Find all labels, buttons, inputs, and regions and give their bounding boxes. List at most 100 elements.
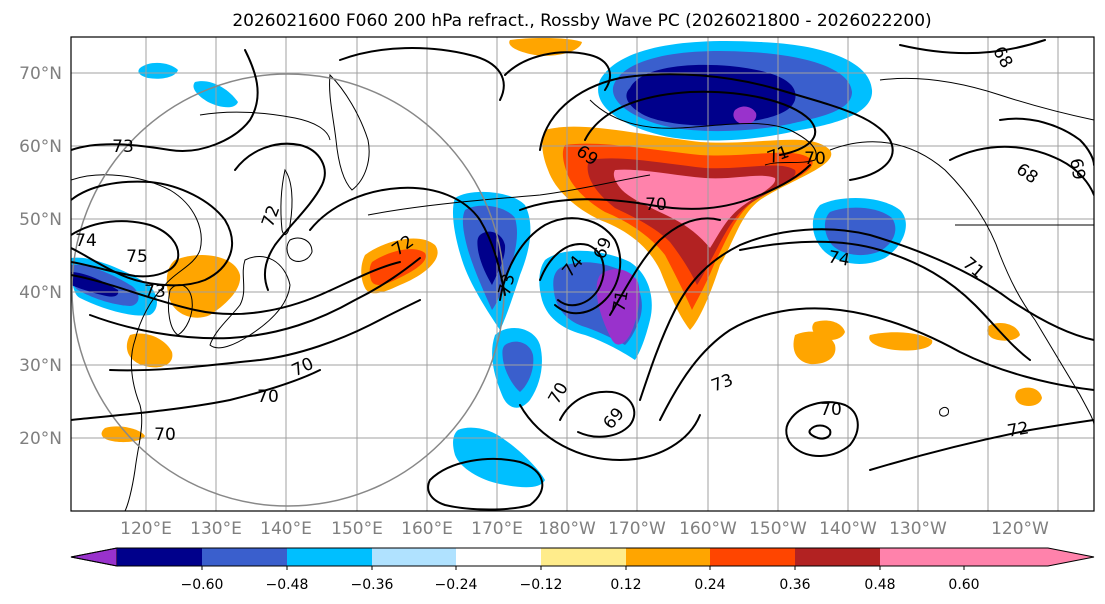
colorbar-outline [70,547,1095,567]
contour-line [659,307,1094,421]
contour-line [504,51,611,91]
latitude-label: 30°N [19,356,62,376]
contour-line [89,257,421,340]
colorbar-bin-last [880,548,1094,566]
contour-line [519,404,701,461]
longitude-label: 120°W [991,519,1049,539]
longitude-label: 150°E [331,519,383,539]
positive-anomaly-shading [126,333,173,368]
longitude-axis: 120°E 130°E 140°E 150°E 160°E 170°E 180°… [120,519,1049,539]
longitude-label: 170°W [608,519,666,539]
contour-line [309,186,506,296]
colorbar-bin [795,548,880,566]
coastline-east-asia [71,174,202,511]
positive-anomaly-shading [793,331,836,365]
map-title: 2026021600 F060 200 hPa refract., Rossby… [232,11,931,31]
colorbar-ticks [201,566,965,570]
colorbar-extend-min [70,547,118,567]
coastline-hawaii [939,406,949,417]
contour-line [499,217,622,315]
contour-line [71,261,401,315]
contour-label: 74 [826,247,851,270]
colorbar-bin [287,548,372,566]
colorbar-bin [541,548,626,566]
negative-anomaly-shading [453,427,545,488]
negative-anomaly-shading [138,62,178,79]
negative-anomaly-shading [477,231,506,285]
negative-anomaly-shading [733,106,757,125]
longitude-label: 160°W [679,519,737,539]
latitude-label: 20°N [19,429,62,449]
contour-line [949,145,1094,196]
contour-label: 70 [645,195,667,215]
positive-anomaly-shading [869,332,933,351]
contour-line [519,164,811,211]
contour-line [785,401,859,457]
longitude-label: 160°E [401,519,453,539]
contour-label: 70 [257,387,279,407]
coastline-hokkaido [286,237,313,262]
contour-line [539,243,605,307]
map-panel: 73 74 75 73 72 72 70 70 70 69 70 70 71 6… [70,36,1095,512]
contour-label: 69 [1065,157,1088,182]
contour-line [339,47,505,101]
positive-anomaly-shading [509,37,582,56]
colorbar-tick-label: −0.36 [351,577,394,593]
positive-anomaly-shading [812,320,845,340]
colorbar-tick-label: 0.48 [864,577,895,593]
positive-anomaly-shading [166,255,241,318]
contour-line [869,419,1094,471]
colorbar-bin [202,548,287,566]
longitude-label: 140°E [260,519,312,539]
longitude-label: 180°W [538,519,596,539]
positive-anomaly-shading [1015,387,1042,406]
coastline-sakhalin [280,168,293,236]
contour-label: 73 [112,137,134,157]
colorbar-bin [456,548,541,566]
contour-line [609,217,721,316]
longitude-label: 170°E [471,519,523,539]
colorbar-tick-label: 0.36 [779,577,810,593]
latitude-label: 60°N [19,137,62,157]
contour-line [999,117,1094,166]
coastline-arctic [879,77,1094,121]
negative-anomaly-shading [596,269,640,345]
contour-label: 70 [804,149,826,169]
contour-label: 71 [609,289,632,314]
colorbar: −0.60 −0.48 −0.36 −0.24 −0.12 0.12 0.24 … [70,547,1095,593]
contour-label: 75 [126,247,148,267]
colorbar-tick-label: −0.24 [435,577,478,593]
coastline-japan [209,255,291,349]
colorbar-tick-label: 0.60 [948,577,979,593]
contour-label: 70 [820,400,842,420]
contour-line [427,458,544,511]
refractivity-contours [71,39,1094,511]
map-frame [70,36,1095,512]
colorbar-bin [626,548,710,566]
longitude-label: 130°E [190,519,242,539]
longitude-label: 130°W [889,519,947,539]
latitude-label: 50°N [19,210,62,230]
contour-line [109,299,421,372]
colorbar-tick-label: −0.48 [266,577,309,593]
contour-line [71,369,321,421]
coastlines [71,73,1094,511]
longitude-label: 150°W [749,519,807,539]
positive-anomaly-shading [369,249,426,285]
coastline-aleutians [367,174,651,216]
contour-line [739,240,1031,361]
longitude-label: 120°E [120,519,172,539]
contour-line [539,73,894,181]
contour-label: 72 [1006,418,1031,441]
contour-line [584,90,817,156]
latitude-label: 40°N [19,283,62,303]
colorbar-tick-label: −0.12 [520,577,563,593]
contour-line [639,228,1094,401]
colorbar-bin [372,548,456,566]
colorbar-tick-label: 0.12 [610,577,641,593]
contour-line [899,39,1046,55]
contour-line [71,220,180,278]
contour-label: 74 [75,231,97,251]
contour-line [71,49,259,152]
